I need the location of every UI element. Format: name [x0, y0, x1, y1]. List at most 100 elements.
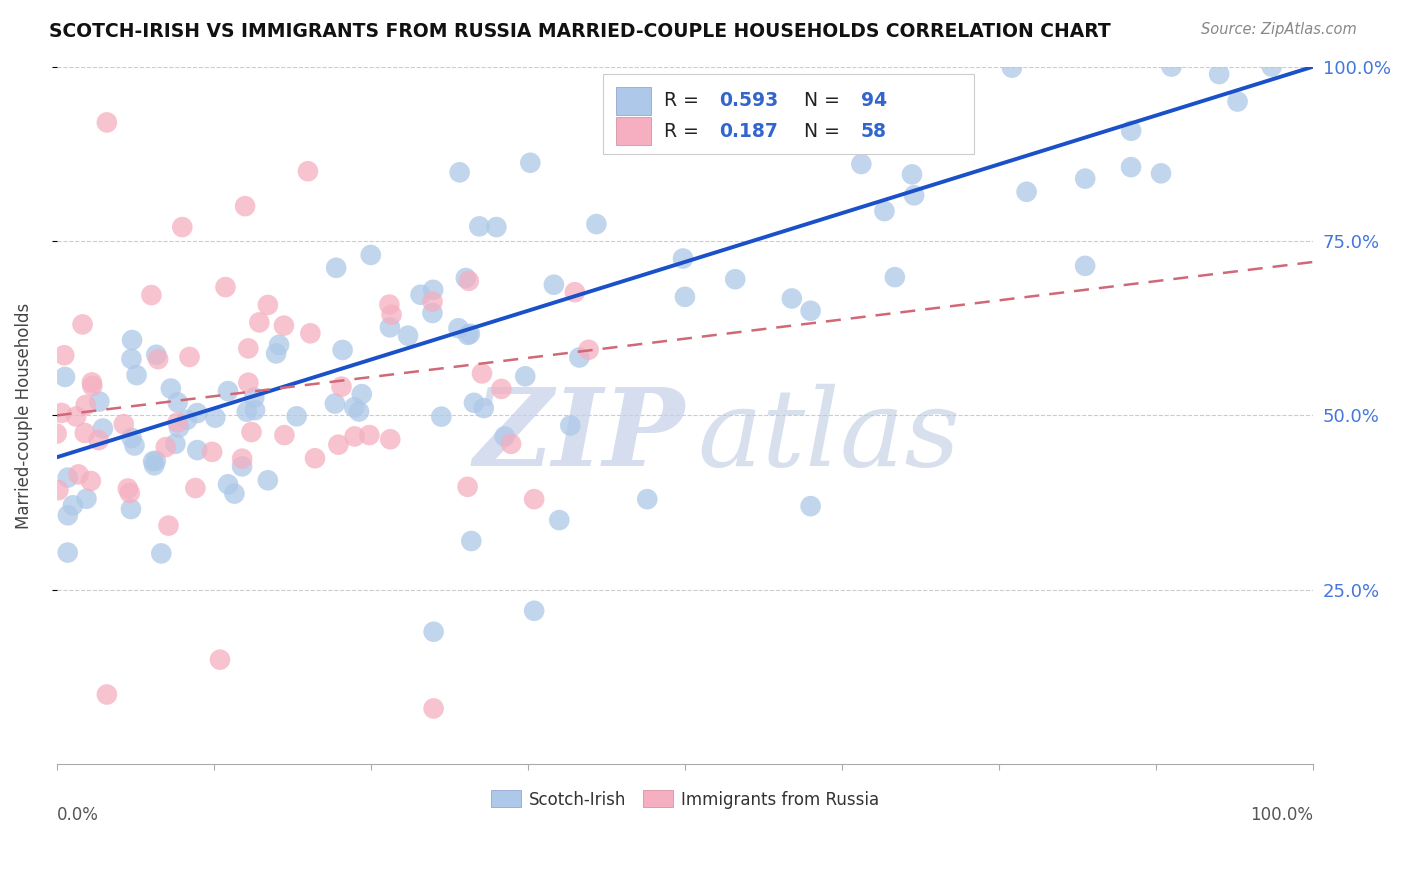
Point — [124, 438, 146, 452]
Text: ZIP: ZIP — [474, 384, 685, 490]
Text: N =: N = — [804, 91, 846, 111]
Point — [120, 351, 142, 366]
Point — [636, 492, 658, 507]
Point — [121, 333, 143, 347]
Point — [457, 328, 479, 343]
Point — [1226, 95, 1249, 109]
Point — [96, 115, 118, 129]
Point — [125, 368, 148, 383]
Point — [378, 297, 401, 311]
Point — [240, 425, 263, 439]
Point — [87, 433, 110, 447]
Point — [325, 260, 347, 275]
Point — [166, 395, 188, 409]
Point — [724, 272, 747, 286]
Point — [1160, 60, 1182, 74]
Point — [494, 429, 516, 443]
Text: SCOTCH-IRISH VS IMMIGRANTS FROM RUSSIA MARRIED-COUPLE HOUSEHOLDS CORRELATION CHA: SCOTCH-IRISH VS IMMIGRANTS FROM RUSSIA M… — [49, 22, 1111, 41]
Point — [285, 409, 308, 424]
Point — [800, 303, 823, 318]
Point — [903, 188, 925, 202]
Point — [447, 321, 470, 335]
Point — [328, 437, 350, 451]
Point — [780, 292, 803, 306]
Point — [568, 351, 591, 365]
Text: R =: R = — [664, 122, 704, 141]
Point — [468, 219, 491, 234]
Point — [1119, 160, 1142, 174]
Point — [515, 369, 537, 384]
Point — [214, 280, 236, 294]
Point — [457, 480, 479, 494]
Point — [217, 384, 239, 398]
Point — [201, 445, 224, 459]
Point — [256, 473, 278, 487]
Point — [297, 164, 319, 178]
Y-axis label: Married-couple Households: Married-couple Households — [15, 302, 32, 529]
Point — [65, 409, 87, 424]
Point — [343, 429, 366, 443]
Point — [332, 343, 354, 357]
Point — [120, 502, 142, 516]
Point — [62, 498, 84, 512]
Point — [422, 306, 444, 320]
Point — [359, 428, 381, 442]
Point — [800, 499, 823, 513]
Point — [264, 346, 287, 360]
Point — [145, 454, 167, 468]
Point — [1074, 259, 1097, 273]
Point — [176, 413, 198, 427]
Point — [121, 431, 143, 445]
Point — [304, 451, 326, 466]
Point — [235, 404, 257, 418]
Point — [560, 418, 582, 433]
Text: 0.593: 0.593 — [718, 91, 778, 111]
Point — [217, 477, 239, 491]
Point — [350, 387, 373, 401]
Point — [142, 454, 165, 468]
Point — [396, 328, 419, 343]
Point — [472, 401, 495, 415]
Point — [238, 342, 260, 356]
Text: R =: R = — [664, 91, 704, 111]
Point — [56, 545, 79, 559]
Point — [543, 277, 565, 292]
Point — [172, 220, 194, 235]
Point — [96, 688, 118, 702]
Point — [422, 283, 444, 297]
Point — [53, 348, 76, 362]
Point — [491, 382, 513, 396]
Point — [422, 294, 444, 309]
Text: N =: N = — [804, 122, 846, 141]
Point — [118, 486, 141, 500]
Point — [343, 401, 366, 415]
Point — [117, 482, 139, 496]
Point — [323, 396, 346, 410]
Point — [257, 298, 280, 312]
Point — [585, 217, 607, 231]
Point — [347, 404, 370, 418]
Text: 94: 94 — [860, 91, 887, 111]
Text: Source: ZipAtlas.com: Source: ZipAtlas.com — [1201, 22, 1357, 37]
Point — [1015, 185, 1038, 199]
Point — [67, 467, 90, 482]
Point — [273, 318, 295, 333]
Point — [460, 534, 482, 549]
Point — [224, 486, 246, 500]
Point — [165, 437, 187, 451]
Point — [523, 604, 546, 618]
Point — [360, 248, 382, 262]
Point — [160, 382, 183, 396]
Point — [1074, 171, 1097, 186]
Point — [45, 426, 67, 441]
Point — [501, 437, 523, 451]
Point — [167, 420, 190, 434]
Point — [143, 458, 166, 473]
Point — [378, 320, 401, 334]
Point — [204, 410, 226, 425]
Point — [901, 167, 924, 181]
Point — [141, 288, 163, 302]
Point — [422, 701, 444, 715]
Point — [145, 348, 167, 362]
Text: 100.0%: 100.0% — [1250, 806, 1313, 824]
